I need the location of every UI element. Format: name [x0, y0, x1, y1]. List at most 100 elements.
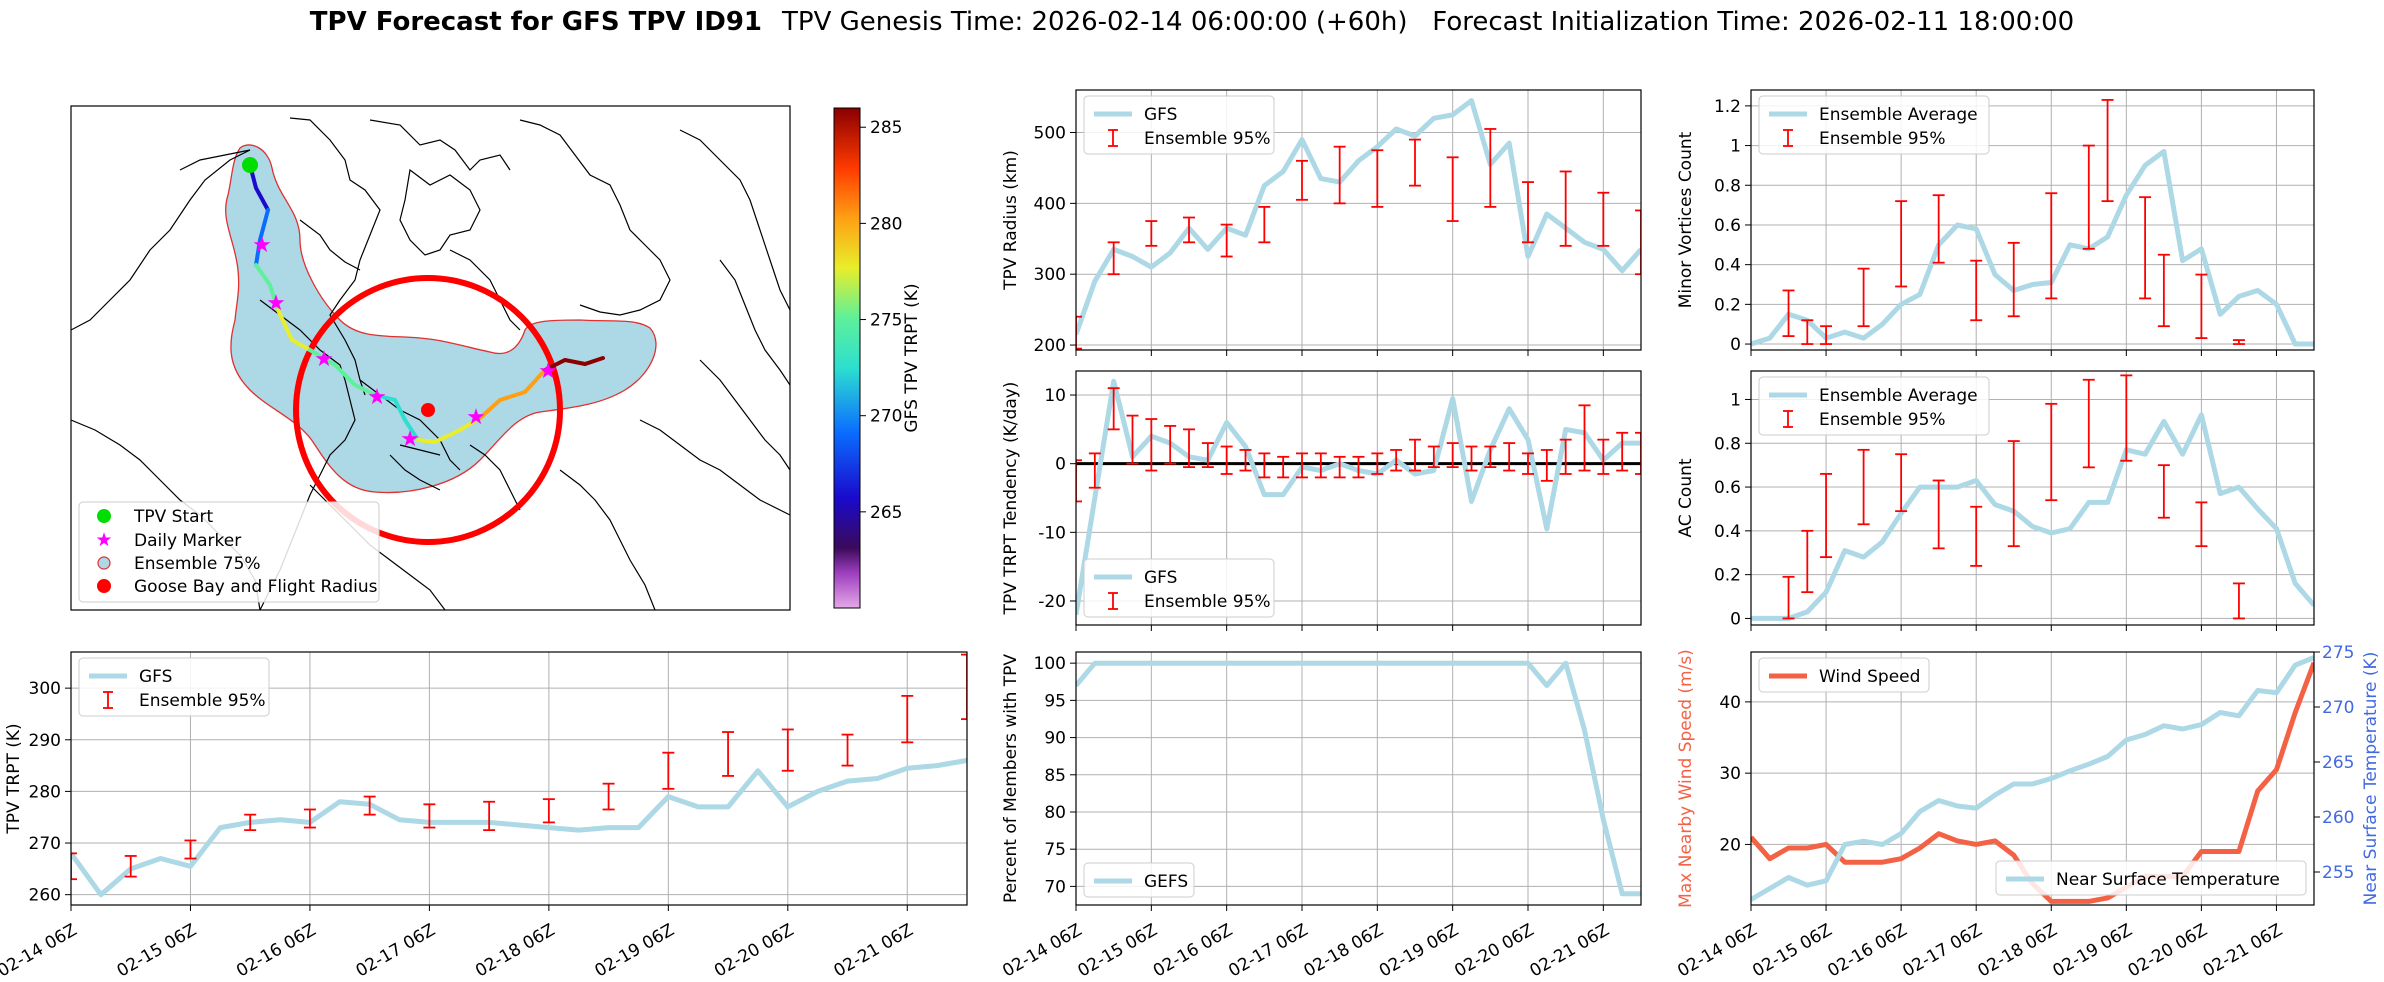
ytick-label: 40	[1719, 693, 1741, 713]
legend: Ensemble Average Ensemble 95%	[1758, 376, 1990, 436]
ytick-label: 0.6	[1714, 216, 1741, 236]
ytick-label: 280	[29, 782, 61, 802]
legend-label: Ensemble 95%	[1819, 129, 1946, 149]
ytick-label: 0	[1730, 335, 1741, 355]
plot-frame	[1075, 651, 1642, 906]
daily-marker: ★	[466, 405, 486, 430]
ylabel: TPV Radius (km)	[1001, 150, 1021, 291]
figure-title: TPV Forecast for GFS TPV ID91 TPV Genesis…	[310, 7, 2074, 37]
ytick-label: 0.4	[1714, 256, 1741, 276]
chart-radius: 200 300 400 500 TPV Radius (km) GFS Ensemble 9…	[1001, 89, 1642, 356]
plot-frame	[1750, 370, 2315, 626]
ytick-label: 75	[1044, 840, 1066, 860]
ylabel: Minor Vortices Count	[1676, 131, 1696, 308]
legend: Near Surface Temperature	[1995, 860, 2307, 896]
ytick-label: 90	[1044, 729, 1066, 749]
errorbars	[1076, 387, 1641, 503]
colorbar-tick-label: 285	[870, 118, 902, 138]
daily-markers: ★ ★ ★ ★ ★ ★ ★	[252, 233, 558, 452]
y2tick-label: 260	[2322, 808, 2354, 828]
legend: GFS Ensemble 95%	[1083, 558, 1275, 618]
plot-area	[1751, 99, 2314, 347]
tpv-start-marker	[242, 157, 258, 173]
legend-start-icon	[97, 509, 111, 523]
legend-label: GFS	[1144, 568, 1177, 588]
ytick-label: 200	[1034, 336, 1066, 356]
ylabel: TPV TRPT (K)	[4, 723, 24, 834]
legend-label: Ensemble 95%	[1144, 592, 1271, 612]
legend-label: TPV Start	[133, 507, 214, 527]
legend-goosebay-icon	[97, 579, 111, 593]
plot-frame	[1750, 89, 2315, 351]
legend: Wind Speed	[1758, 657, 1930, 693]
legend-ensemble-icon	[97, 556, 111, 570]
series-line-ensemble-average	[1751, 412, 2314, 621]
legend-label: GFS	[1144, 105, 1177, 125]
legend-frame	[1995, 860, 2307, 896]
ytick-label: 10	[1044, 386, 1066, 406]
legend: GEFS	[1083, 862, 1195, 898]
y2tick-label: 265	[2322, 753, 2354, 773]
daily-marker: ★	[367, 385, 387, 410]
tpv-track	[248, 163, 605, 445]
ytick-label: 0.8	[1714, 176, 1741, 196]
plot-frame	[1750, 651, 2315, 906]
ytick-label: 260	[29, 886, 61, 906]
legend-star-icon: ★	[95, 529, 112, 551]
ytick-label: 20	[1719, 835, 1741, 855]
plot-frame	[1075, 370, 1642, 626]
colorbar-label: GFS TPV TRPT (K)	[902, 283, 922, 432]
legend-label: Ensemble 95%	[1144, 129, 1271, 149]
ytick-label: 85	[1044, 766, 1066, 786]
ytick-label: -10	[1038, 523, 1066, 543]
plot-area	[1076, 378, 1641, 616]
plot-area	[71, 653, 967, 898]
series-line-ensemble-average	[1751, 149, 2314, 347]
goose-bay-marker	[421, 403, 435, 417]
y2tick-label: 270	[2322, 698, 2354, 718]
legend-label: Goose Bay and Flight Radius	[134, 577, 378, 597]
ytick-label: 30	[1719, 764, 1741, 784]
series-line-gefs	[1076, 660, 1641, 897]
ylabel: Max Nearby Wind Speed (m/s)	[1676, 649, 1696, 908]
ytick-label: 95	[1044, 691, 1066, 711]
legend-label: Daily Marker	[134, 531, 241, 551]
ylabel: TPV TRPT Tendency (K/day)	[1001, 382, 1021, 616]
legend: Ensemble Average Ensemble 95%	[1758, 95, 1990, 155]
legend-label: Ensemble 95%	[1819, 410, 1946, 430]
series-line-gfs	[71, 757, 967, 898]
ytick-label: 290	[29, 731, 61, 751]
legend-label: Ensemble 75%	[134, 554, 261, 574]
y2tick-label: 255	[2322, 863, 2354, 883]
legend-frame	[78, 657, 270, 717]
daily-marker: ★	[266, 291, 286, 316]
ylabel: AC Count	[1676, 458, 1696, 537]
ytick-label: 0.2	[1714, 566, 1741, 586]
chart-minor_vortices: 0 0.2 0.4 0.6 0.8 1 1.2 Minor Vortices Count Ens…	[1676, 89, 2315, 356]
ytick-label: 100	[1034, 654, 1066, 674]
ytick-label: 1.2	[1714, 97, 1741, 117]
figure-title-rest: TPV Genesis Time: 2026-02-14 06:00:00 (+…	[781, 7, 2074, 37]
daily-marker: ★	[314, 347, 334, 372]
ytick-label: 0.2	[1714, 295, 1741, 315]
ytick-label: 400	[1034, 194, 1066, 214]
map-frame	[70, 105, 791, 611]
plot-area	[1751, 374, 2314, 621]
errorbars	[1076, 128, 1641, 350]
legend-label: Ensemble Average	[1819, 105, 1978, 125]
legend-frame	[1758, 95, 1990, 155]
ytick-label: 500	[1034, 124, 1066, 144]
legend-label: GFS	[139, 667, 172, 687]
ytick-label: 0.6	[1714, 478, 1741, 498]
plot-frame	[70, 651, 968, 906]
legend: GFS Ensemble 95%	[1083, 95, 1275, 155]
ytick-label: 270	[29, 834, 61, 854]
legend-label: Near Surface Temperature	[2056, 870, 2280, 890]
legend-label: Ensemble 95%	[139, 691, 266, 711]
ytick-label: 1	[1730, 390, 1741, 410]
colorbar-tick-label: 280	[870, 214, 902, 234]
errorbars	[71, 653, 967, 881]
series-line-near-surface-temperature	[1751, 655, 2314, 902]
ytick-label: 0	[1730, 609, 1741, 629]
